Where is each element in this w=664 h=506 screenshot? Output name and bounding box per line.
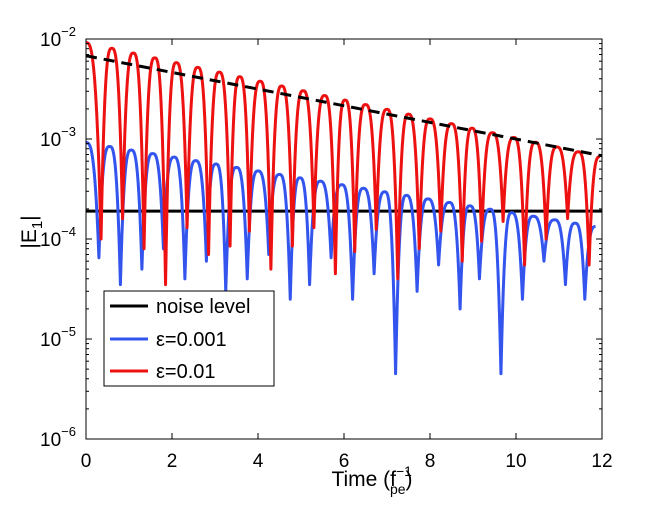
y-axis-label-close: | bbox=[18, 215, 41, 220]
x-tick-label: 8 bbox=[425, 451, 436, 472]
y-tick-label: 10−3 bbox=[40, 124, 76, 151]
y-axis-label: |E1| bbox=[18, 215, 46, 248]
x-axis-label-sub: pe bbox=[390, 481, 406, 497]
y-tick-label: 10−4 bbox=[40, 224, 76, 251]
legend: noise level ε=0.001 ε=0.01 bbox=[103, 290, 275, 387]
y-axis-label-sub: 1 bbox=[29, 221, 46, 229]
tick-layer: 0 2 4 6 8 10 12 10−2 10−3 10−4 10−5 10−6 bbox=[40, 24, 613, 472]
y-tick-label: 10−5 bbox=[40, 324, 76, 351]
x-tick-label: 4 bbox=[253, 451, 264, 472]
x-axis-label-close: ) bbox=[406, 468, 413, 491]
legend-label-eps-001: ε=0.01 bbox=[156, 361, 216, 383]
x-axis-label-main: Time (f bbox=[331, 468, 396, 491]
x-tick-label: 10 bbox=[505, 451, 526, 472]
legend-label-eps-0001: ε=0.001 bbox=[156, 329, 227, 351]
series-line-1 bbox=[85, 141, 597, 376]
y-tick-label: 10−2 bbox=[40, 24, 76, 51]
y-axis-label-main: |E bbox=[18, 229, 41, 248]
x-tick-label: 12 bbox=[591, 451, 612, 472]
series-layer bbox=[85, 41, 603, 376]
x-tick-label: 0 bbox=[81, 451, 92, 472]
x-axis-label: Time (f−1 pe) bbox=[331, 463, 412, 497]
legend-label-noise-level: noise level bbox=[156, 296, 251, 318]
series-line-3 bbox=[85, 54, 603, 158]
x-tick-label: 2 bbox=[167, 451, 178, 472]
x-tick-label: 6 bbox=[339, 451, 350, 472]
y-tick-label: 10−6 bbox=[40, 424, 76, 451]
x-axis-label-sup: −1 bbox=[396, 463, 412, 479]
